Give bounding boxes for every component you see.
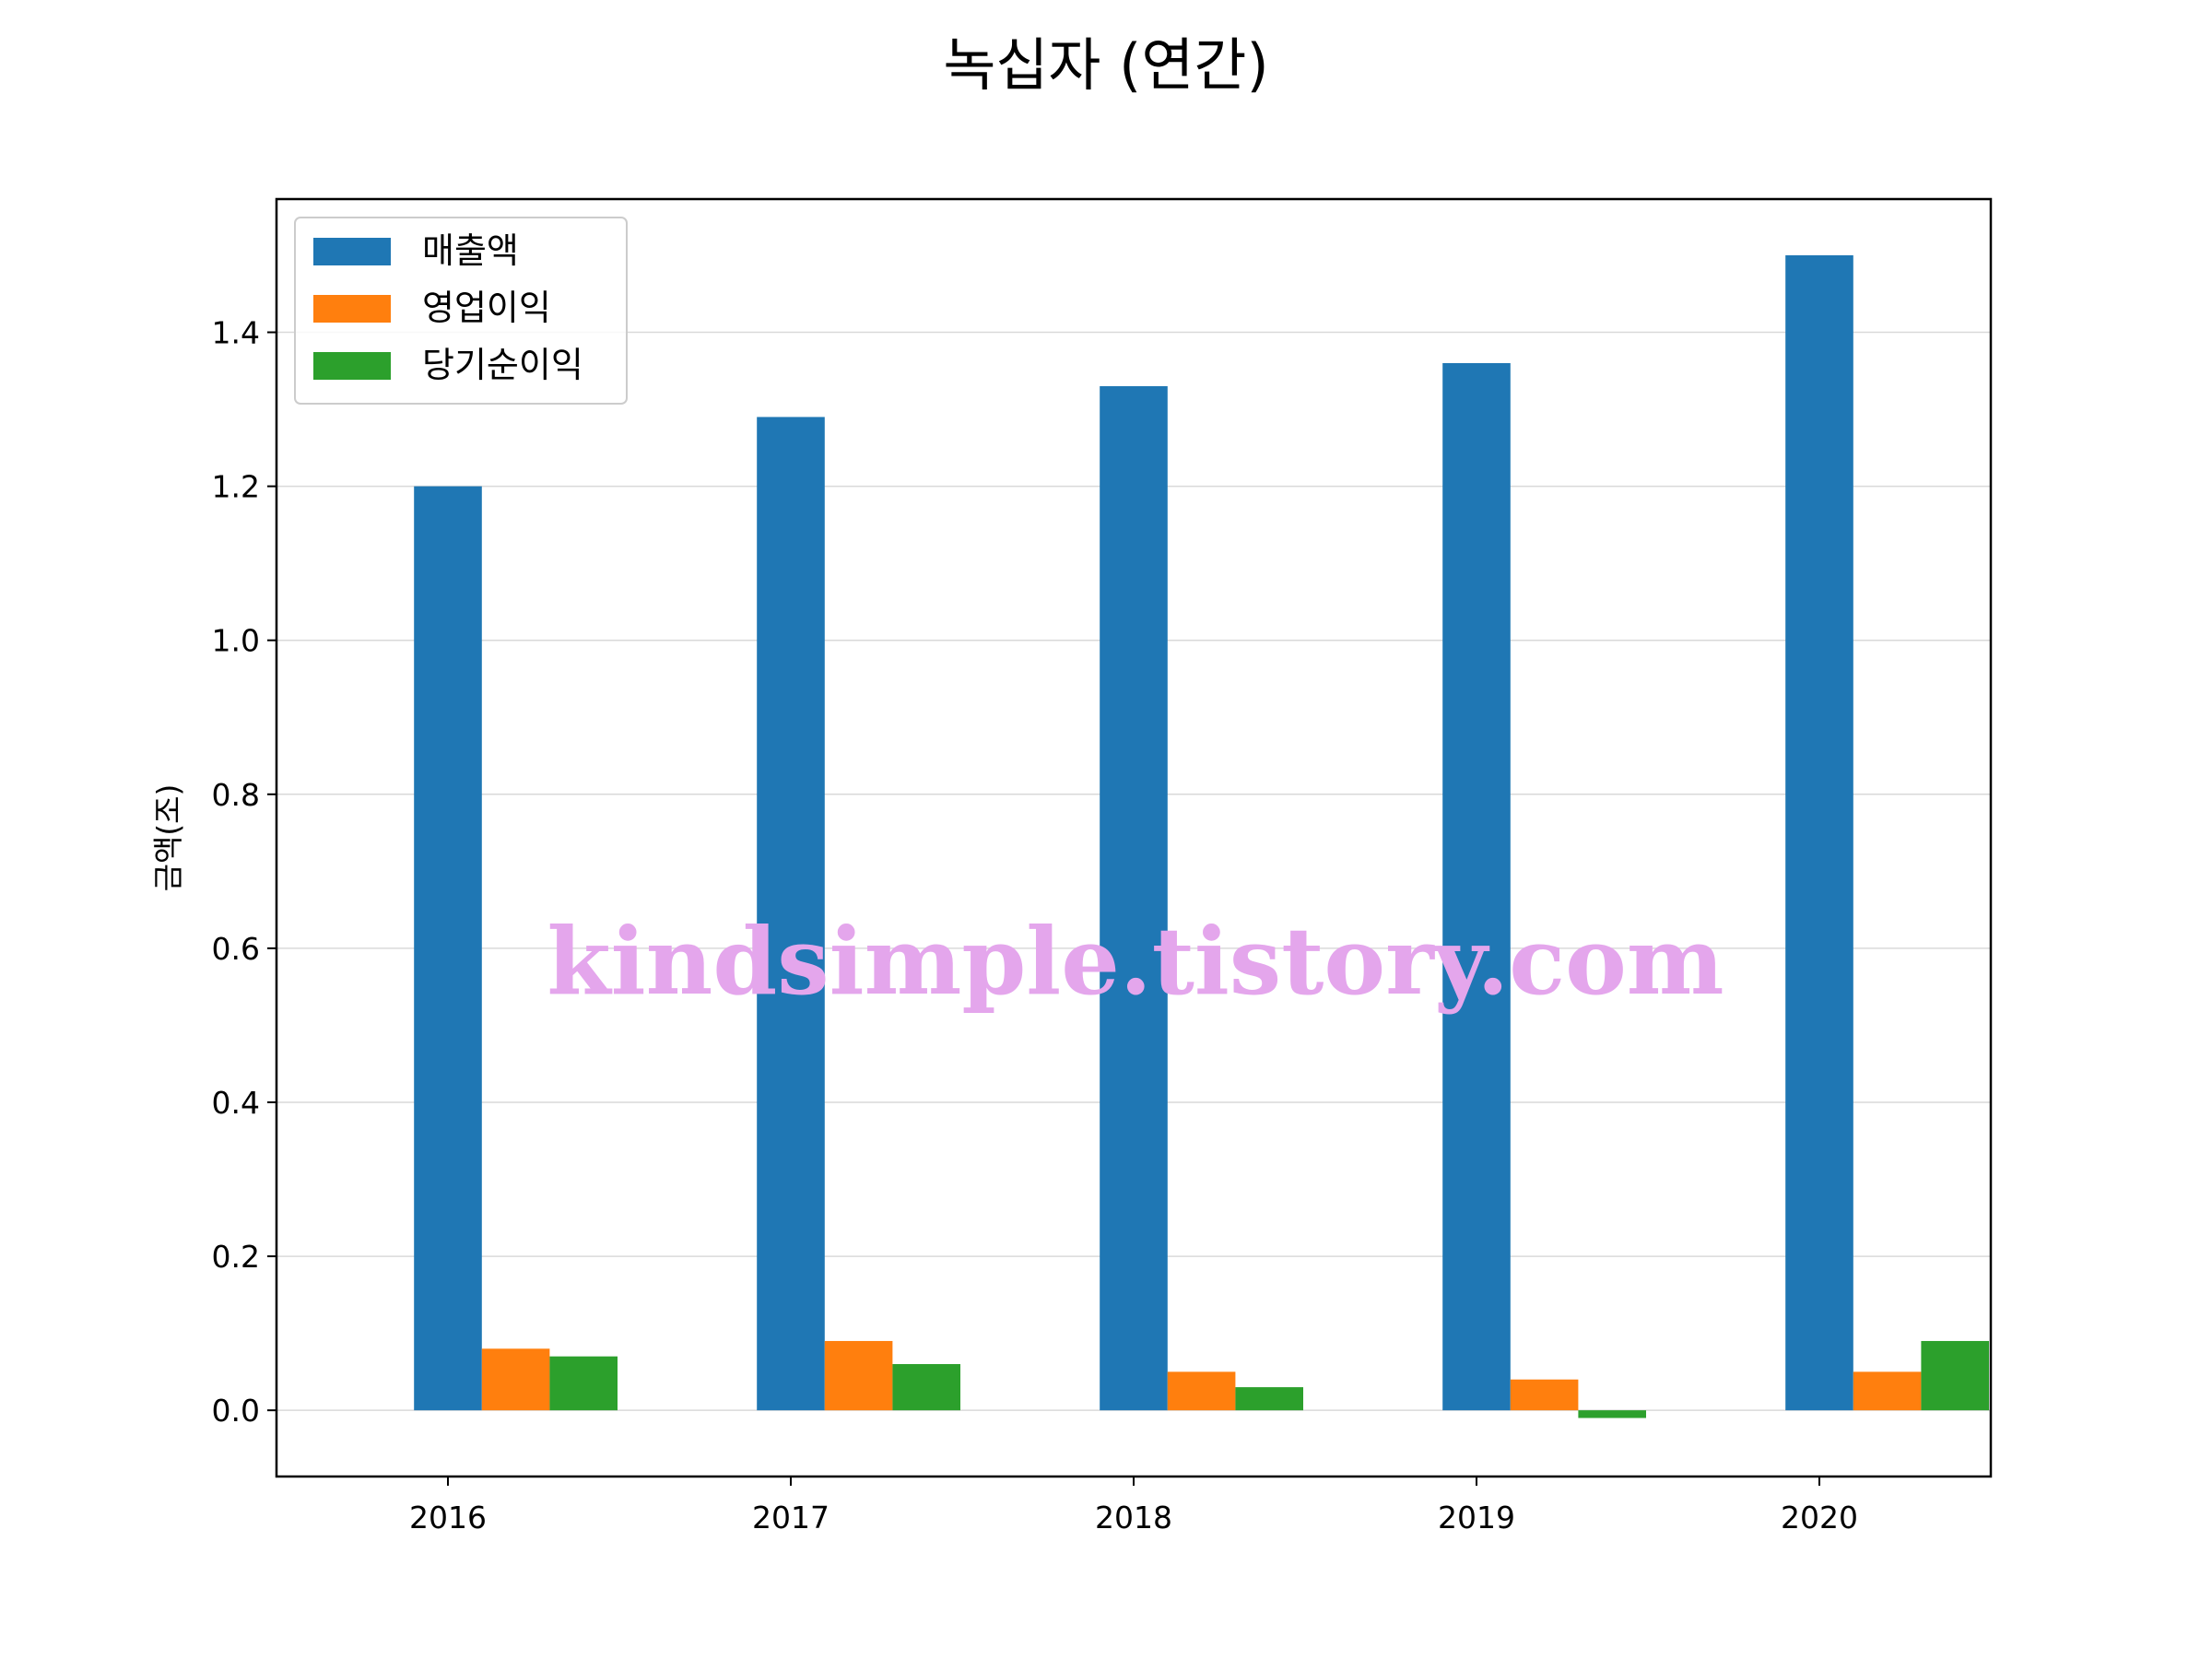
y-tick-label: 1.0 xyxy=(212,623,260,659)
bar-2020-series-2 xyxy=(1921,1340,1989,1411)
bar-2016-series-1 xyxy=(481,1348,550,1411)
bar-2017-series-2 xyxy=(892,1364,960,1411)
x-tick-label: 2019 xyxy=(1438,1500,1515,1535)
y-tick-label: 0.6 xyxy=(212,931,260,967)
bar-2020-series-1 xyxy=(1853,1371,1922,1411)
bar-2019-series-1 xyxy=(1510,1379,1579,1411)
bar-2019-series-0 xyxy=(1442,362,1511,1411)
bar-2018-series-1 xyxy=(1167,1371,1236,1411)
chart-title: 녹십자 (연간) xyxy=(943,31,1268,99)
legend-label: 당기순이익 xyxy=(422,345,583,385)
bar-2016-series-0 xyxy=(414,486,482,1411)
y-tick-label: 0.2 xyxy=(212,1239,260,1275)
legend-swatch xyxy=(313,352,391,380)
bars xyxy=(414,254,1989,1418)
bar-2019-series-2 xyxy=(1578,1410,1646,1418)
bar-2017-series-0 xyxy=(757,417,825,1411)
bar-2017-series-1 xyxy=(824,1340,893,1411)
x-axis: 2016 2017 2018 2019 2020 xyxy=(409,1477,1858,1535)
y-tick-label: 0.8 xyxy=(212,777,260,813)
y-tick-label: 1.2 xyxy=(212,469,260,505)
y-tick-label: 0.4 xyxy=(212,1085,260,1121)
bar-2018-series-2 xyxy=(1235,1387,1303,1411)
bar-2018-series-0 xyxy=(1100,386,1168,1411)
legend-label: 매출액 xyxy=(422,230,519,271)
x-tick-label: 2017 xyxy=(752,1500,830,1535)
x-tick-label: 2018 xyxy=(1095,1500,1172,1535)
x-tick-label: 2016 xyxy=(409,1500,487,1535)
y-tick-label: 0.0 xyxy=(212,1393,260,1429)
x-tick-label: 2020 xyxy=(1781,1500,1858,1535)
bar-2020-series-0 xyxy=(1785,254,1853,1411)
legend-swatch xyxy=(313,238,391,265)
bar-2016-series-2 xyxy=(549,1356,618,1411)
legend-swatch xyxy=(313,295,391,323)
y-axis: 0.0 0.2 0.4 0.6 0.8 1.0 1.2 1.4 xyxy=(212,315,276,1429)
legend-label: 영업이익 xyxy=(422,288,551,328)
y-tick-label: 1.4 xyxy=(212,315,260,351)
y-axis-label: 금액(조) xyxy=(150,784,186,892)
watermark: kindsimple.tistory.com xyxy=(547,907,1724,1016)
